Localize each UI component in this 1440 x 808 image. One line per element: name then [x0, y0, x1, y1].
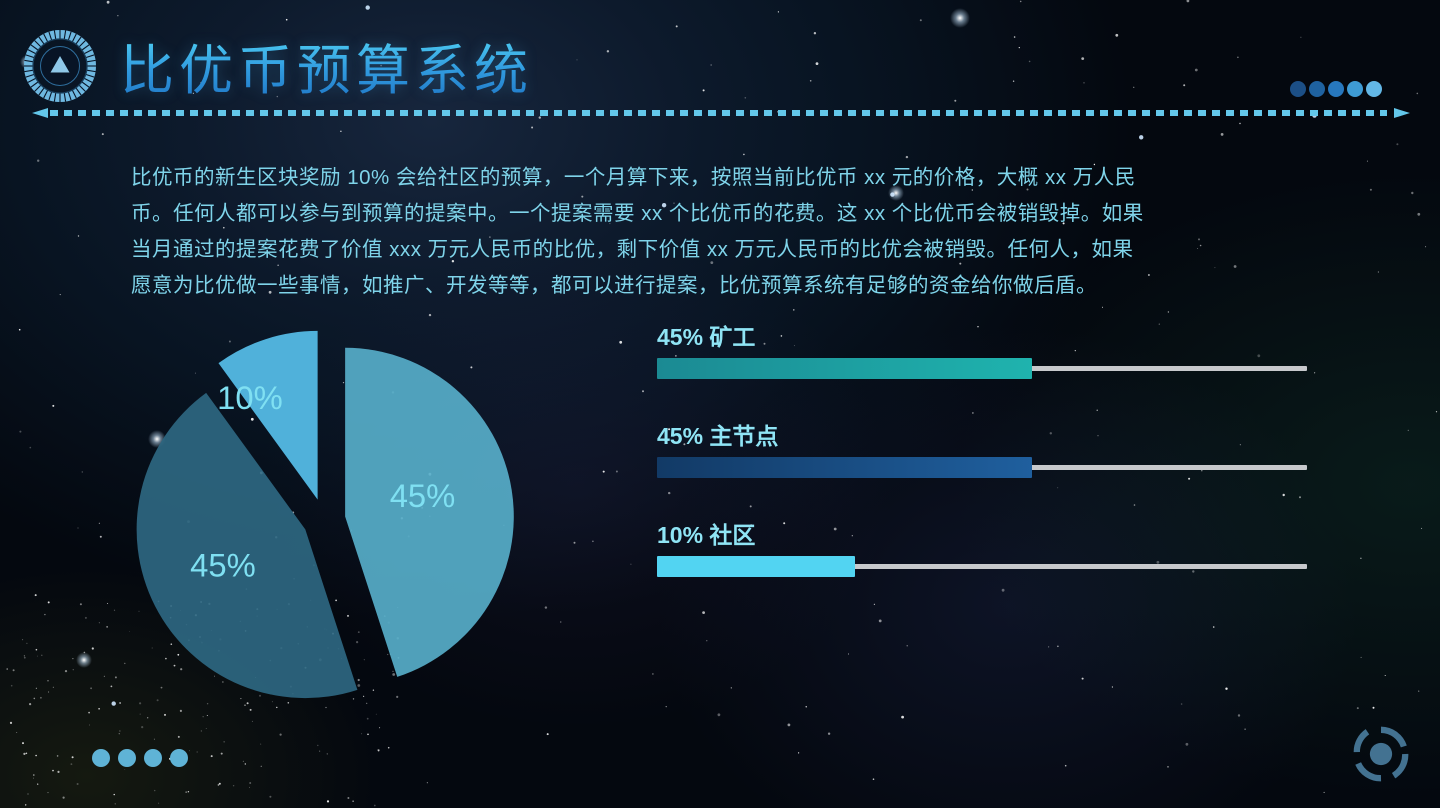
svg-text:45%: 45%	[190, 547, 256, 584]
svg-text:10%: 10%	[217, 379, 283, 416]
svg-text:45%: 45%	[390, 477, 456, 514]
